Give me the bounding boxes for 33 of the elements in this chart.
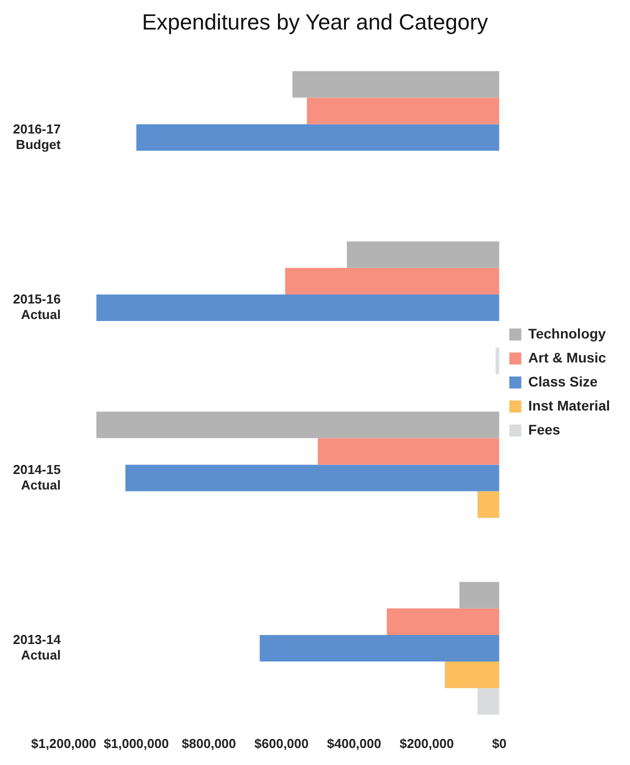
bar — [478, 491, 500, 518]
bar — [260, 634, 500, 662]
bar — [306, 98, 500, 124]
bar — [136, 124, 500, 151]
legend-label: Art & Music — [528, 349, 606, 366]
chart-title: Expenditures by Year and Category — [142, 9, 488, 34]
legend-label: Class Size — [528, 373, 598, 390]
bar — [318, 438, 500, 465]
bar — [96, 412, 500, 438]
legend-label: Technology — [528, 325, 606, 342]
bar — [386, 608, 500, 635]
y-tick-label: 2014-15 Actual — [12, 462, 61, 492]
y-tick-label: 2015-16 Actual — [12, 292, 61, 322]
x-tick-label: $800,000 — [182, 736, 236, 751]
bar — [292, 71, 500, 98]
legend-label: Inst Material — [528, 397, 610, 414]
bar — [125, 464, 500, 492]
x-tick-label: $1,000,000 — [104, 736, 169, 751]
bar — [459, 582, 500, 608]
y-tick-label: 2016-17 Budget — [12, 121, 62, 152]
bar — [96, 294, 500, 322]
bar — [444, 662, 500, 688]
x-tick-label: $0 — [492, 736, 507, 751]
bar — [346, 241, 500, 268]
bar — [285, 268, 500, 294]
bar — [496, 348, 500, 374]
bar — [478, 688, 500, 715]
x-tick-label: $200,000 — [400, 736, 454, 751]
x-tick-label: $600,000 — [254, 736, 309, 751]
x-tick-label: $400,000 — [326, 736, 382, 751]
legend-label: Fees — [528, 421, 560, 438]
x-tick-label: $1,200,000 — [31, 736, 96, 751]
y-tick-label: 2013-14 Actual — [12, 632, 62, 663]
